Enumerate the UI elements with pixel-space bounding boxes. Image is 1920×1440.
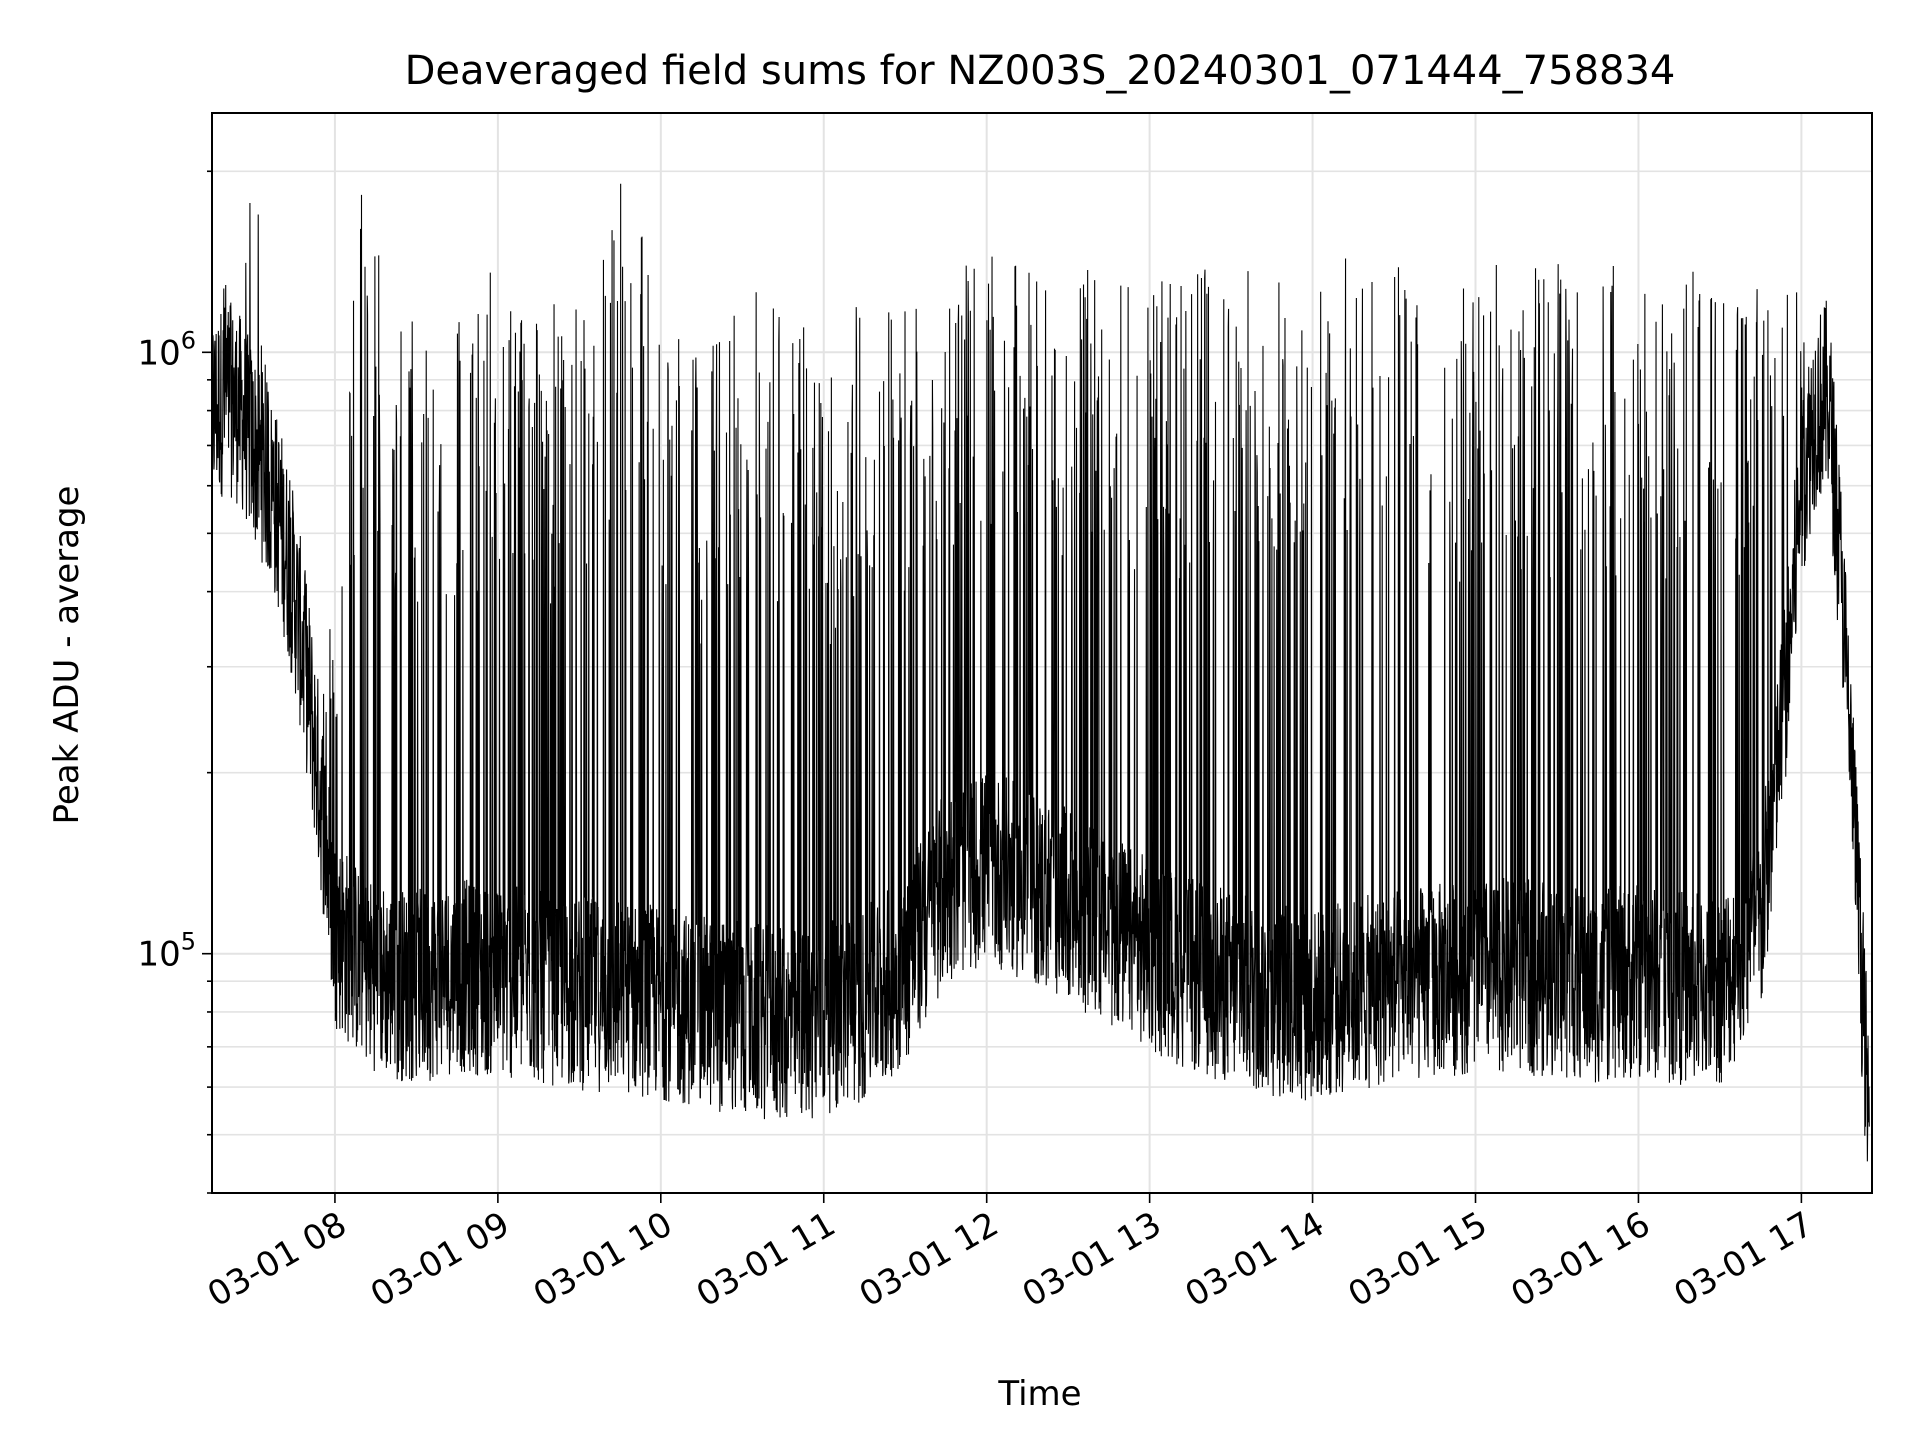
y-tick-label: 105 (137, 928, 196, 975)
x-axis-label: Time (997, 1374, 1081, 1414)
series-line (211, 183, 1870, 1162)
y-axis-label: Peak ADU - average (47, 486, 87, 825)
plot-frame (211, 112, 1873, 1194)
chart-title: Deaveraged field sums for NZ003S_2024030… (405, 48, 1676, 94)
data-line-layer (211, 183, 1870, 1162)
y-tick-label: 106 (137, 326, 196, 373)
